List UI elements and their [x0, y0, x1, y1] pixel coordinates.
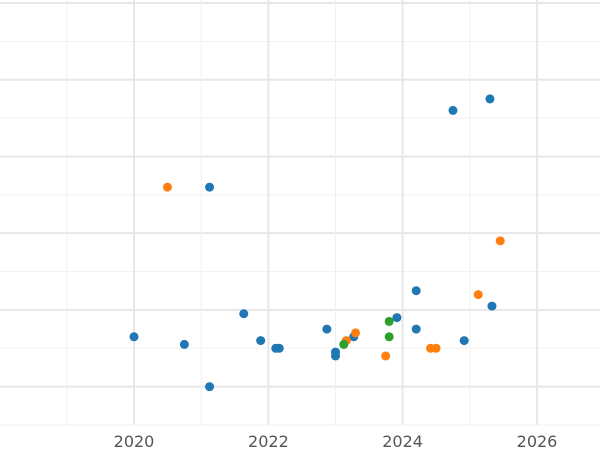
- data-point-series-2: [495, 236, 505, 246]
- data-point-series-2: [351, 328, 361, 338]
- x-tick-label: 2026: [517, 432, 558, 450]
- x-tick-label: 2022: [248, 432, 289, 450]
- x-tick-label: 2020: [114, 432, 155, 450]
- data-point-series-3: [384, 316, 394, 326]
- data-point-series-1: [274, 343, 284, 353]
- x-tick-label: 2024: [382, 432, 423, 450]
- data-point-series-2: [162, 182, 172, 192]
- data-point-series-1: [485, 94, 495, 104]
- data-point-series-2: [473, 290, 483, 300]
- data-point-series-1: [239, 309, 249, 319]
- data-point-series-1: [487, 301, 497, 311]
- data-point-series-3: [339, 339, 349, 349]
- data-point-series-1: [411, 286, 421, 296]
- data-point-series-1: [322, 324, 332, 334]
- data-point-series-1: [331, 351, 340, 361]
- data-point-series-1: [179, 339, 189, 349]
- data-point-series-1: [411, 324, 421, 334]
- data-point-series-1: [448, 105, 458, 115]
- data-point-series-1: [256, 336, 266, 346]
- data-point-series-1: [392, 313, 402, 323]
- x-axis-ticks: 2020 2022 2024 2026: [114, 432, 558, 450]
- data-point-series-3: [384, 332, 394, 342]
- data-point-series-1: [205, 182, 215, 192]
- data-point-series-2: [381, 351, 391, 361]
- grid: [0, 0, 600, 426]
- data-point-series-2: [431, 343, 441, 353]
- data-point-series-1: [459, 336, 469, 346]
- data-point-series-1: [205, 382, 215, 392]
- data-points: [129, 94, 505, 392]
- data-point-series-1: [129, 332, 139, 342]
